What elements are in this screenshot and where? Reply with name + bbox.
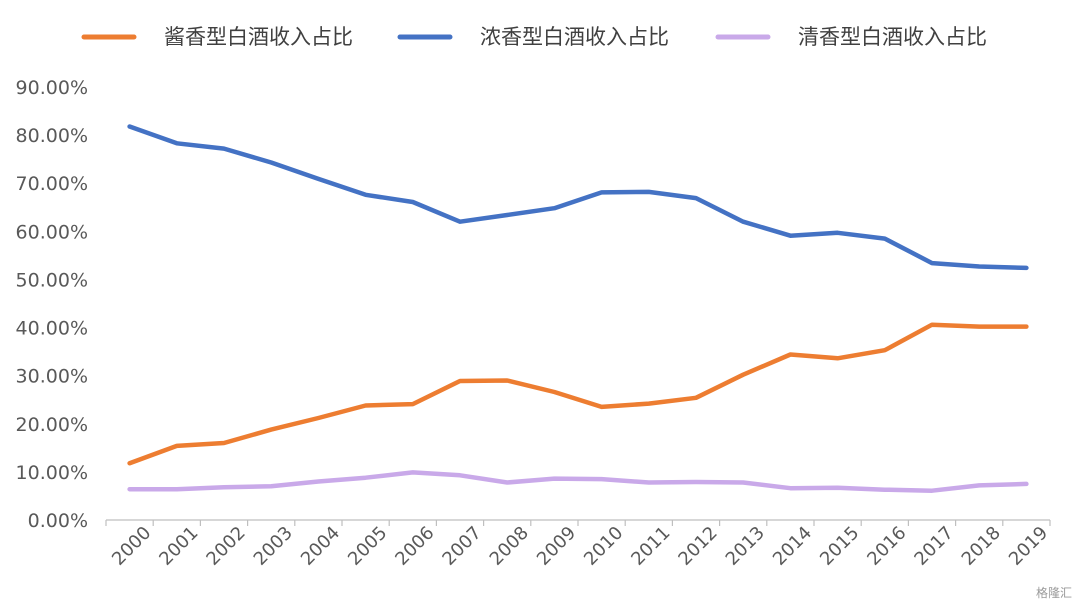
x-tick-label: 2002: [202, 522, 249, 569]
legend-label-2: 浓香型白酒收入占比: [480, 25, 669, 49]
y-tick-label: 90.00%: [16, 77, 88, 99]
y-axis: 0.00% 10.00% 20.00% 30.00% 40.00% 50.00% 60.00…: [16, 77, 88, 532]
y-tick-label: 70.00%: [16, 173, 88, 195]
y-tick-label: 60.00%: [16, 221, 88, 243]
x-tick-label: 2004: [297, 522, 344, 569]
legend-label-3: 清香型白酒收入占比: [798, 25, 987, 49]
legend: 酱香型白酒收入占比 浓香型白酒收入占比 清香型白酒收入占比: [81, 25, 987, 49]
x-tick-label: 2006: [391, 522, 438, 569]
y-tick-label: 50.00%: [16, 269, 88, 291]
x-tick-label: 2007: [438, 522, 485, 569]
x-tick-label: 2013: [722, 522, 769, 569]
y-tick-label: 10.00%: [16, 462, 88, 484]
x-tick-label: 2003: [250, 522, 297, 569]
y-tick-label: 30.00%: [16, 366, 88, 388]
x-tick-label: 2010: [580, 522, 627, 569]
x-tick-label: 2009: [533, 522, 580, 569]
series-line-1: [127, 322, 1029, 466]
x-tick-label: 2015: [816, 522, 863, 569]
x-axis: 2000 2001 2002 2003 2004 2005 2006 2007 2008 2009…: [105, 519, 1052, 570]
x-tick-label: 2014: [769, 522, 816, 569]
x-tick-label: 2008: [486, 522, 533, 569]
x-tick-label: 2017: [910, 522, 957, 569]
y-tick-label: 20.00%: [16, 414, 88, 436]
x-tick-label: 2016: [863, 522, 910, 569]
series-line-2: [127, 124, 1029, 271]
series-lines: [127, 124, 1029, 493]
y-tick-label: 80.00%: [16, 125, 88, 147]
x-tick-label: 2012: [674, 522, 721, 569]
x-tick-label: 2001: [155, 522, 202, 569]
y-tick-label: 40.00%: [16, 318, 88, 340]
watermark: 格隆汇: [1036, 584, 1072, 601]
series-line-3: [127, 470, 1029, 493]
legend-label-1: 酱香型白酒收入占比: [164, 25, 353, 49]
watermark-text: 格隆汇: [1035, 586, 1072, 600]
x-tick-label: 2011: [627, 522, 674, 569]
x-tick-label: 2005: [344, 522, 391, 569]
y-tick-label: 0.00%: [28, 510, 88, 532]
x-tick-label: 2019: [1005, 522, 1052, 569]
x-tick-label: 2018: [958, 522, 1005, 569]
x-tick-label: 2000: [108, 522, 155, 569]
